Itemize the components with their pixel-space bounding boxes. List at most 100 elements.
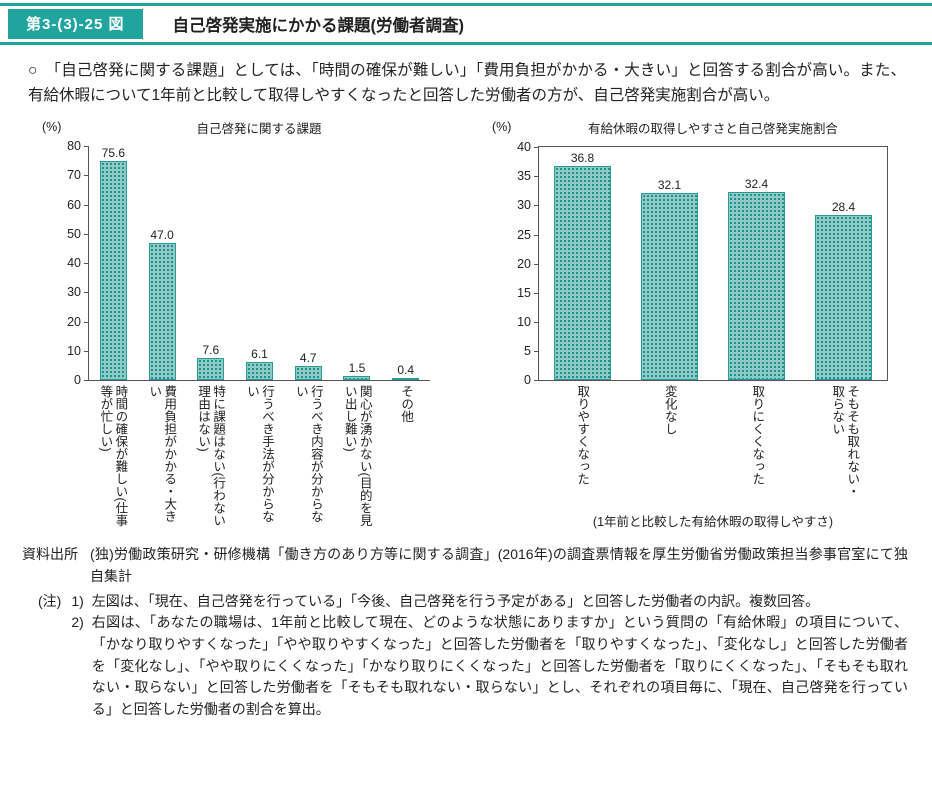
bar-group: 32.1	[626, 147, 713, 381]
y-axis-tick-mark	[84, 321, 89, 323]
category-cell: 費用負担がかかる・大きい	[137, 381, 186, 527]
category-label: そもそも取れない・取らない	[830, 385, 860, 498]
bar-value-label: 36.8	[570, 150, 595, 165]
left-chart-category-labels: 時間の確保が難しい(仕事等が忙しい) 費用負担がかかる・大きい 特に課題はない(行わ…	[88, 381, 430, 527]
bar	[554, 165, 611, 381]
y-axis-tick-label: 40	[517, 140, 531, 155]
y-axis-tick-mark	[84, 146, 89, 148]
note-item: 1) 左図は、「現在、自己啓発を行っている」「今後、自己啓発を行う予定がある」と…	[71, 591, 908, 613]
summary-text: 「自己啓発に関する課題」としては、「時間の確保が難しい」「費用負担がかかる・大き…	[28, 62, 906, 105]
category-cell: 行うべき内容が分からない	[283, 381, 332, 527]
charts-row: (%) 自己啓発に関する課題 75.6 47.0 7.6 6.1 4.7 1.5 0.4 0…	[0, 110, 932, 530]
note-item: 2) 右図は、「あなたの職場は、1年前と比較して現在、どのような状態にありますか…	[71, 612, 908, 720]
y-axis-tick-mark	[84, 175, 89, 177]
category-cell: その他	[381, 381, 430, 527]
bar-group: 1.5	[333, 146, 382, 381]
notes-label: (注)	[38, 592, 62, 609]
y-axis-tick-mark	[534, 380, 539, 382]
category-label: 費用負担がかかる・大きい	[147, 385, 177, 523]
left-chart-title: 自己啓発に関する課題	[196, 122, 322, 137]
y-axis-tick-label: 30	[517, 198, 531, 213]
bar	[246, 362, 274, 381]
y-axis-tick-mark	[534, 234, 539, 236]
figure-header: 第3-(3)-25 図 自己啓発実施にかかる課題(労働者調査)	[0, 3, 932, 45]
category-label: 特に課題はない(行わない理由はない)	[196, 385, 226, 527]
y-axis-tick-label: 25	[517, 227, 531, 242]
y-axis-tick-label: 50	[67, 226, 81, 241]
bar-group: 4.7	[284, 146, 333, 381]
right-chart-header: (%) 有給休暇の取得しやすさと自己啓発実施割合	[490, 118, 888, 138]
category-label: 取りにくくなった	[750, 385, 765, 486]
y-axis-tick-mark	[84, 263, 89, 265]
category-label: 関心が湧かない(目的を見い出し難い)	[342, 385, 372, 527]
document-page: 第3-(3)-25 図 自己啓発実施にかかる課題(労働者調査) ○ 「自己啓発に関…	[0, 3, 932, 802]
right-chart-category-labels: 取りやすくなった 変化なし 取りにくくなった そもそも取れない・取らない	[538, 381, 888, 507]
bar-value-label: 47.0	[150, 227, 174, 242]
category-cell: 取りにくくなった	[713, 381, 801, 507]
left-chart-unit-label: (%)	[42, 120, 62, 135]
y-axis-tick-mark	[534, 176, 539, 178]
source-row: 資料出所 (独)労働政策研究・研修機構「働き方のあり方等に関する調査」(2016…	[0, 530, 932, 587]
right-chart-caption: (1年前と比較した有給休暇の取得しやすさ)	[592, 515, 834, 530]
bar	[728, 191, 785, 381]
y-axis-tick-mark	[534, 292, 539, 294]
y-axis-tick-mark	[534, 351, 539, 353]
notes-row: (注) 1) 左図は、「現在、自己啓発を行っている」「今後、自己啓発を行う予定が…	[0, 588, 932, 721]
figure-title: 自己啓発実施にかかる課題(労働者調査)	[172, 17, 465, 35]
category-cell: 取りやすくなった	[538, 381, 626, 507]
bar-group: 6.1	[235, 146, 284, 381]
category-label: 時間の確保が難しい(仕事等が忙しい)	[98, 385, 128, 527]
bar-value-label: 0.4	[397, 363, 415, 378]
category-label: その他	[399, 385, 414, 423]
y-axis-tick-label: 30	[67, 285, 81, 300]
y-axis-tick-label: 60	[67, 197, 81, 212]
bar-group: 75.6	[89, 146, 138, 381]
category-label: 行うべき内容が分からない	[293, 385, 323, 523]
note-text: 左図は、「現在、自己啓発を行っている」「今後、自己啓発を行う予定がある」と回答し…	[91, 592, 820, 609]
bar-value-label: 32.4	[744, 176, 769, 191]
y-axis-tick-label: 10	[67, 343, 81, 358]
y-axis-tick-label: 70	[67, 168, 81, 183]
bar	[815, 214, 872, 381]
left-chart-header: (%) 自己啓発に関する課題	[40, 118, 430, 138]
category-cell: 特に課題はない(行わない理由はない)	[186, 381, 235, 527]
y-axis-tick-label: 10	[517, 314, 531, 329]
category-label: 変化なし	[662, 385, 677, 436]
bar-value-label: 32.1	[657, 178, 682, 193]
bar	[197, 358, 225, 381]
y-axis-tick-label: 20	[67, 314, 81, 329]
y-axis-tick-mark	[84, 292, 89, 294]
y-axis-tick-label: 20	[517, 256, 531, 271]
bar-value-label: 6.1	[251, 347, 268, 362]
y-axis-tick-mark	[84, 350, 89, 352]
category-cell: 行うべき手法が分からない	[235, 381, 284, 527]
bar-group: 0.4	[381, 146, 430, 381]
bar-group: 28.4	[800, 147, 887, 381]
bar	[392, 378, 420, 381]
y-axis-tick-label: 80	[67, 139, 81, 154]
note-number: 2)	[71, 614, 84, 631]
note-text: 右図は、「あなたの職場は、1年前と比較して現在、どのような状態にありますか」とい…	[91, 614, 908, 718]
bar	[641, 193, 698, 381]
category-cell: 時間の確保が難しい(仕事等が忙しい)	[88, 381, 137, 527]
bar-value-label: 75.6	[101, 146, 126, 161]
y-axis-tick-label: 40	[67, 256, 81, 271]
source-text: (独)労働政策研究・研修機構「働き方のあり方等に関する調査」(2016年)の調査…	[90, 546, 908, 584]
bar-group: 32.4	[713, 147, 800, 381]
right-chart-plot-area: 36.8 32.1 32.4 28.4 0 5 10 15 20 25 30 35 40	[517, 140, 888, 387]
right-chart-title: 有給休暇の取得しやすさと自己啓発実施割合	[588, 122, 838, 137]
y-axis-tick-label: 15	[517, 285, 531, 300]
category-cell: 変化なし	[626, 381, 714, 507]
y-axis-tick-label: 0	[74, 373, 81, 388]
y-axis-tick-label: 35	[517, 169, 531, 184]
bar	[99, 161, 127, 381]
y-axis-tick-mark	[84, 233, 89, 235]
summary-paragraph: ○ 「自己啓発に関する課題」としては、「時間の確保が難しい」「費用負担がかかる・大…	[0, 45, 932, 110]
y-axis-tick-mark	[534, 321, 539, 323]
y-axis-tick-mark	[84, 204, 89, 206]
left-chart-plot-area: 75.6 47.0 7.6 6.1 4.7 1.5 0.4 0 10 20 30 40 50 60 70 8…	[67, 139, 430, 387]
category-cell: 関心が湧かない(目的を見い出し難い)	[332, 381, 381, 527]
bar-value-label: 7.6	[202, 343, 220, 357]
left-chart-bars: 75.6 47.0 7.6 6.1 4.7 1.5 0.4	[89, 146, 430, 381]
bar-group: 7.6	[186, 146, 235, 381]
